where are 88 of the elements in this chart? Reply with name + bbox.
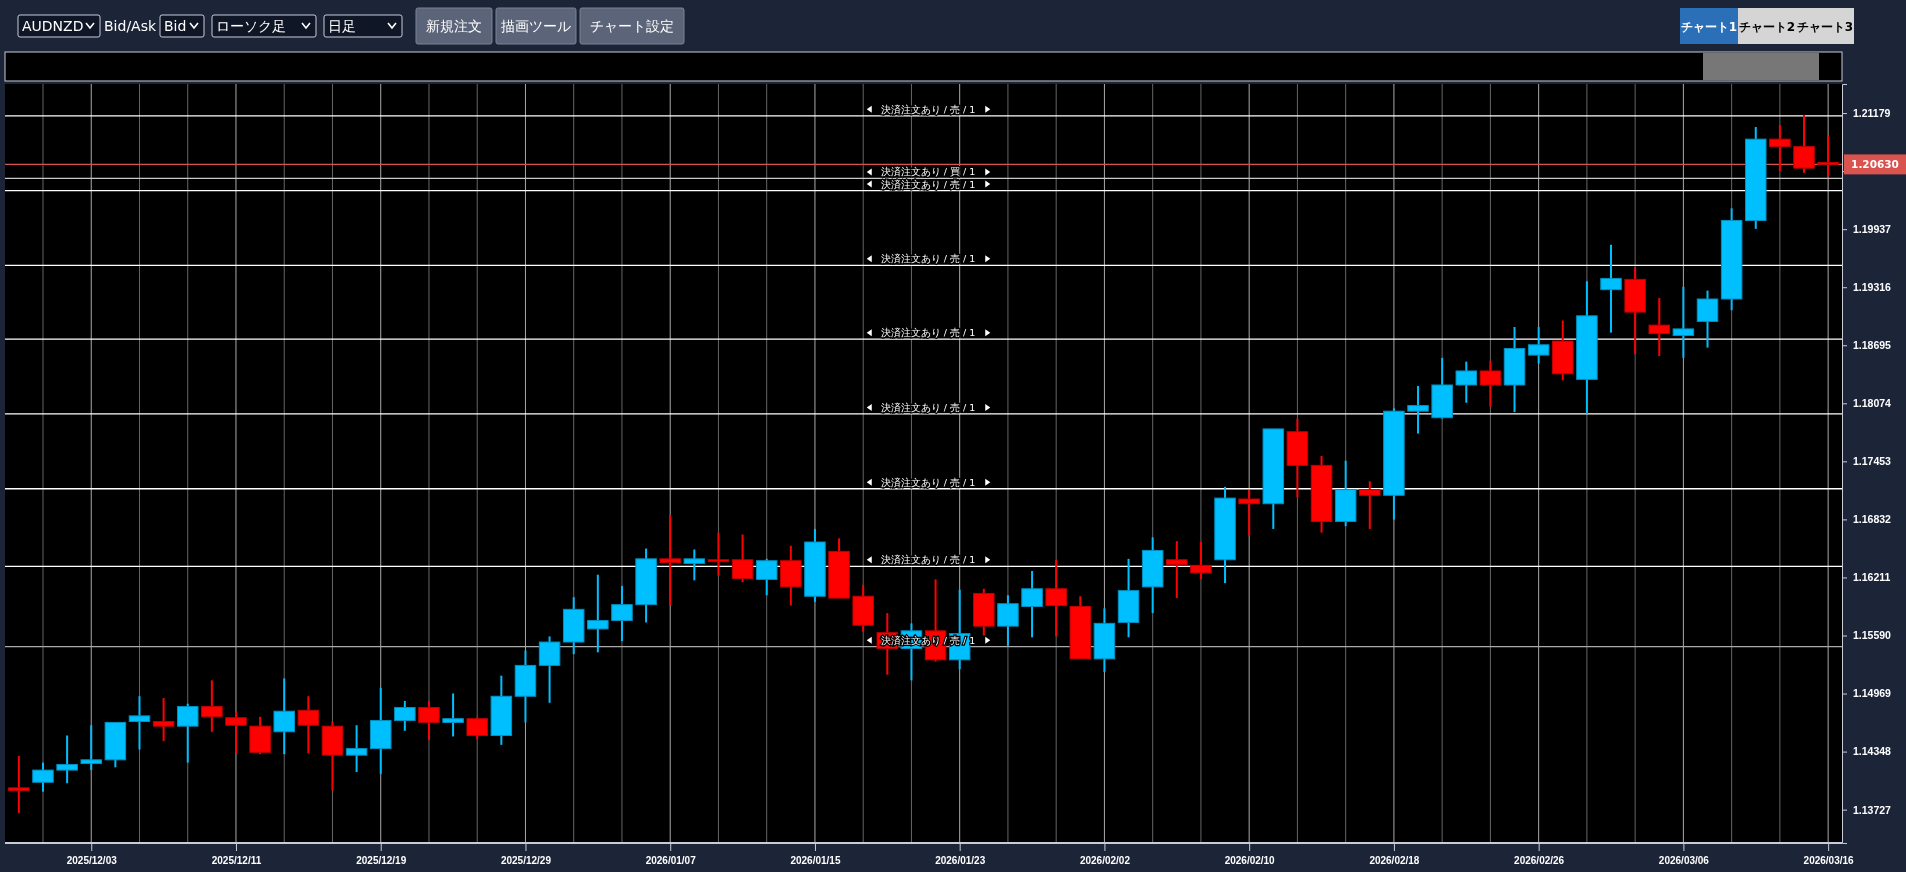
candlestick: [707, 531, 730, 577]
y-tick-label: 1.14348: [1853, 745, 1892, 758]
candlestick: [538, 635, 561, 704]
candlestick: [1407, 384, 1429, 435]
candlestick: [80, 724, 102, 772]
button: 描画ツール: [495, 7, 577, 45]
candlestick: [345, 724, 368, 773]
candlestick: [56, 734, 78, 785]
candlestick: [32, 761, 54, 793]
candlestick: [1359, 480, 1381, 530]
dropdown: Bid: [159, 14, 205, 38]
candlestick: [128, 695, 151, 751]
candlestick: [8, 755, 30, 815]
candlestick: [1648, 297, 1671, 358]
candlestick: [683, 548, 706, 582]
y-tick-label: 1.15590: [1853, 629, 1892, 642]
y-tick-label: 1.16832: [1853, 513, 1892, 526]
y-tick-label: 1.17453: [1853, 455, 1892, 468]
x-tick-label: 2025/12/19: [356, 855, 407, 867]
y-tick-label: 1.18074: [1853, 397, 1892, 410]
candlestick: [1600, 243, 1622, 334]
candlestick: [152, 697, 175, 743]
y-tick-label: 1.19316: [1853, 281, 1892, 294]
candlestick: [731, 533, 754, 584]
chart-title: AUDNZD: [22, 18, 84, 34]
candlestick: [201, 679, 223, 733]
y-tick-label: 1.16211: [1853, 571, 1891, 584]
x-tick-label: 2026/03/16: [1803, 855, 1855, 867]
candlestick: [394, 699, 416, 732]
ref-line-label: 決済注文あり / 売 / 1: [880, 554, 976, 566]
candlestick: [1166, 540, 1188, 600]
dropdown: AUDNZD: [17, 14, 101, 38]
candlestick: [1672, 285, 1695, 359]
ref-line-label: 決済注文あり / 売 / 1: [880, 401, 976, 413]
candlestick: [587, 573, 609, 654]
x-tick-label: 2026/01/15: [790, 855, 841, 867]
candlestick: [1455, 360, 1478, 404]
candlestick: [611, 584, 633, 643]
button: 新規注文: [415, 7, 493, 45]
candlestick: [1479, 359, 1502, 408]
candlestick: [1527, 326, 1550, 365]
candlestick: [1238, 488, 1260, 537]
candlestick: [1696, 289, 1719, 349]
y-tick-label: 1.19937: [1853, 223, 1892, 236]
ref-line-label: 決済注文あり / 売 / 1: [880, 253, 976, 265]
text: Bid/Ask: [104, 18, 157, 34]
x-tick-label: 2026/02/18: [1369, 855, 1420, 867]
y-tick-label: 1.18695: [1853, 339, 1892, 352]
candlestick: [1190, 541, 1212, 581]
y-tick-label: 1.13727: [1853, 803, 1892, 816]
candlestick: [466, 715, 488, 741]
ref-line-label: 決済注文あり / 売 / 1: [880, 327, 976, 339]
x-tick-label: 2026/02/26: [1514, 855, 1565, 867]
dropdown: ローソク足: [211, 14, 317, 38]
candlestick: [1793, 113, 1815, 174]
candlestick: [997, 594, 1019, 647]
y-tick-label: 1.21179: [1853, 106, 1891, 119]
ref-line-label: 決済注文あり / 売 / 1: [880, 178, 976, 190]
x-tick-label: 2026/01/23: [935, 855, 986, 867]
tab: チャート3: [1796, 8, 1854, 44]
x-tick-label: 2026/02/02: [1079, 855, 1131, 867]
dropdown: 日足: [323, 14, 403, 38]
candlestick: [442, 692, 464, 738]
candlestick: [225, 711, 247, 755]
tab: チャート1: [1680, 8, 1738, 44]
ref-line-label: 決済注文あり / 売 / 1: [880, 103, 976, 115]
ref-line-label: 1.20630: [1851, 158, 1899, 171]
candlestick: [1769, 124, 1791, 172]
candlestick: [1045, 558, 1067, 638]
candlestick: [659, 513, 681, 607]
candlestick: [297, 695, 320, 755]
ref-line-label: 決済注文あり / 売 / 1: [880, 476, 976, 488]
x-tick-label: 2025/12/11: [211, 855, 262, 867]
button: チャート設定: [579, 7, 685, 45]
candlestick: [418, 699, 440, 742]
candlestick: [755, 557, 778, 597]
x-tick-label: 2026/03/06: [1658, 855, 1710, 867]
y-tick-label: 1.14969: [1853, 687, 1892, 700]
candlestick: [176, 702, 199, 764]
x-tick-label: 2025/12/03: [66, 855, 118, 867]
ref-line-label: 決済注文あり / 買 / 1: [880, 166, 976, 178]
x-tick-label: 2026/01/07: [645, 855, 697, 867]
candlestick: [273, 677, 295, 756]
tab: チャート2: [1738, 8, 1796, 44]
x-tick-label: 2025/12/29: [500, 855, 552, 867]
candlestick: [1817, 134, 1839, 178]
x-tick-label: 2026/02/10: [1224, 855, 1276, 867]
candlestick: [1021, 569, 1043, 639]
